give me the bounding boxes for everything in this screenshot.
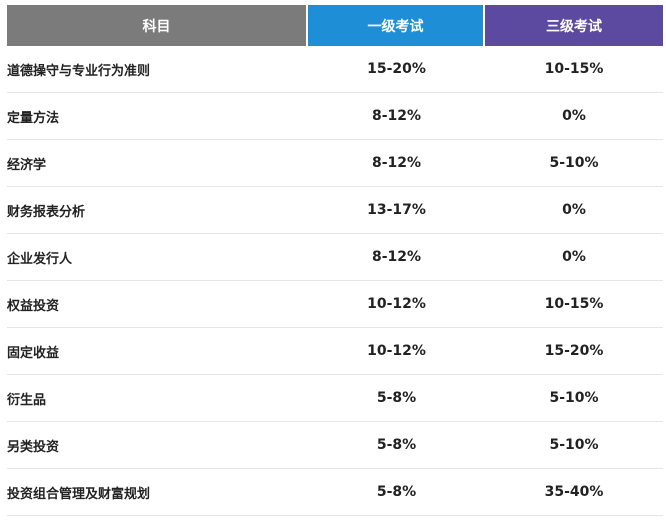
table-row: 经济学 8-12% 5-10% — [7, 140, 663, 187]
table-row: 固定收益 10-12% 15-20% — [7, 328, 663, 375]
row-level1-weight: 5-8% — [376, 437, 417, 453]
header-level1: 一级考试 — [308, 5, 483, 46]
table-row: 衍生品 5-8% 5-10% — [7, 375, 663, 422]
header-level3: 三级考试 — [485, 5, 663, 46]
row-subject: 投资组合管理及财富规划 — [7, 486, 151, 502]
table-row: 财务报表分析 13-17% 0% — [7, 187, 663, 234]
row-level3-weight: 10-15% — [544, 296, 604, 312]
row-level1-weight: 8-12% — [371, 249, 422, 265]
row-subject: 另类投资 — [7, 439, 60, 455]
table-row: 企业发行人 8-12% 0% — [7, 234, 663, 281]
row-level3-weight: 5-10% — [549, 390, 599, 406]
header-subject: 科目 — [7, 5, 306, 46]
row-level3-weight: 5-10% — [549, 437, 599, 453]
row-level1-weight: 8-12% — [371, 155, 422, 171]
row-level3-weight: 0% — [562, 108, 586, 124]
row-level1-weight: 10-12% — [367, 296, 426, 312]
row-level3-weight: 0% — [562, 202, 586, 218]
row-subject: 权益投资 — [7, 298, 60, 314]
row-level3-weight: 35-40% — [544, 484, 604, 500]
row-level1-weight: 15-20% — [367, 61, 426, 77]
row-subject: 衍生品 — [7, 392, 47, 408]
row-subject: 经济学 — [7, 157, 47, 173]
row-level1-weight: 13-17% — [367, 202, 426, 218]
exam-weight-table: 科目 一级考试 三级考试 道德操守与专业行为准则 15-20% 10-15% 定… — [7, 5, 663, 516]
row-level1-weight: 5-8% — [376, 390, 417, 406]
row-subject: 定量方法 — [7, 110, 60, 126]
row-level3-weight: 15-20% — [544, 343, 604, 359]
table-header-row: 科目 一级考试 三级考试 — [7, 5, 663, 46]
table-row: 另类投资 5-8% 5-10% — [7, 422, 663, 469]
table-row: 权益投资 10-12% 10-15% — [7, 281, 663, 328]
table-row: 定量方法 8-12% 0% — [7, 93, 663, 140]
row-level1-weight: 8-12% — [371, 108, 422, 124]
row-level1-weight: 5-8% — [376, 484, 417, 500]
table-row: 投资组合管理及财富规划 5-8% 35-40% — [7, 469, 663, 516]
row-level1-weight: 10-12% — [367, 343, 426, 359]
row-level3-weight: 0% — [562, 249, 586, 265]
row-subject: 道德操守与专业行为准则 — [7, 63, 151, 79]
table-row: 道德操守与专业行为准则 15-20% 10-15% — [7, 46, 663, 93]
row-level3-weight: 5-10% — [549, 155, 599, 171]
row-subject: 财务报表分析 — [7, 204, 86, 220]
row-subject: 固定收益 — [7, 345, 60, 361]
row-subject: 企业发行人 — [7, 251, 73, 267]
row-level3-weight: 10-15% — [544, 61, 604, 77]
